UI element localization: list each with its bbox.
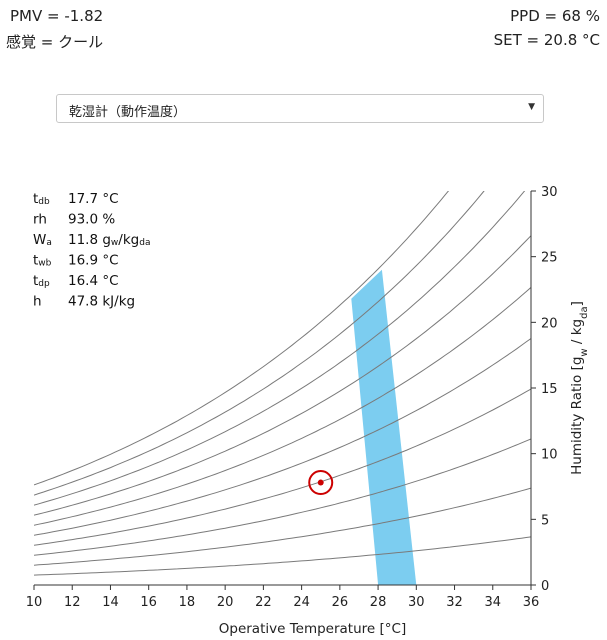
pmv-value: PMV = -1.82 xyxy=(10,7,104,25)
readout-value: 16.9 °C xyxy=(68,253,119,269)
x-tick-label: 34 xyxy=(484,595,501,610)
readout-value: 47.8 kJ/kg xyxy=(68,294,135,310)
rh-curve-40 xyxy=(34,388,531,546)
x-tick-label: 10 xyxy=(26,595,43,610)
y-tick-label: 30 xyxy=(541,185,558,200)
y-tick-label: 10 xyxy=(541,448,558,463)
y-tick-label: 0 xyxy=(541,579,549,594)
ppd-value: PPD = 68 % xyxy=(510,7,600,25)
x-tick-label: 12 xyxy=(64,595,81,610)
rh-curve-70 xyxy=(34,235,531,516)
thermal-sensation: 感覚 = クール xyxy=(6,33,104,51)
readout-value: 93.0 % xyxy=(68,212,115,228)
readout-symbol: twb xyxy=(33,253,52,269)
x-tick-label: 22 xyxy=(255,595,272,610)
current-state-ring[interactable] xyxy=(308,470,334,496)
rh-curve-90 xyxy=(34,191,485,496)
readout-value: 17.7 °C xyxy=(68,191,119,207)
rh-curve-60 xyxy=(34,287,531,526)
x-tick-label: 26 xyxy=(332,595,349,610)
x-tick-label: 32 xyxy=(446,595,463,610)
readout-value: 11.8 gw/kgda xyxy=(68,232,150,248)
x-tick-label: 36 xyxy=(523,595,540,610)
x-axis-title: Operative Temperature [°C] xyxy=(219,621,406,637)
current-state-point[interactable] xyxy=(317,479,324,486)
chart-type-selected: 乾湿計（動作温度） xyxy=(69,105,187,120)
readout-symbol: tdb xyxy=(33,191,50,207)
x-tick-label: 28 xyxy=(370,595,387,610)
x-tick-label: 30 xyxy=(408,595,425,610)
readout-symbol: rh xyxy=(33,212,47,228)
y-tick-label: 15 xyxy=(541,382,558,397)
x-tick-label: 16 xyxy=(140,595,157,610)
readout-symbol: h xyxy=(33,294,42,310)
y-tick-label: 20 xyxy=(541,316,558,331)
x-tick-label: 18 xyxy=(179,595,196,610)
rh-curve-50 xyxy=(34,338,531,536)
x-tick-label: 14 xyxy=(102,595,119,610)
x-tick-label: 24 xyxy=(293,595,310,610)
rh-curve-100 xyxy=(34,191,450,486)
y-tick-label: 25 xyxy=(541,251,558,266)
rh-curve-80 xyxy=(34,191,526,506)
set-value: SET = 20.8 °C xyxy=(493,31,600,49)
x-tick-label: 20 xyxy=(217,595,234,610)
y-axis-title: Humidity Ratio [gw / kgda] xyxy=(569,301,590,475)
chart-type-select[interactable]: 乾湿計（動作温度） ▼ xyxy=(56,94,544,123)
readout-symbol: Wa xyxy=(33,232,52,248)
readout-symbol: tdp xyxy=(33,273,50,289)
rh-curve-20 xyxy=(34,487,531,566)
chevron-down-icon: ▼ xyxy=(528,102,535,112)
y-tick-label: 5 xyxy=(541,513,549,528)
rh-curve-10 xyxy=(34,536,531,576)
rh-curve-30 xyxy=(34,438,531,556)
readout-value: 16.4 °C xyxy=(68,273,119,289)
